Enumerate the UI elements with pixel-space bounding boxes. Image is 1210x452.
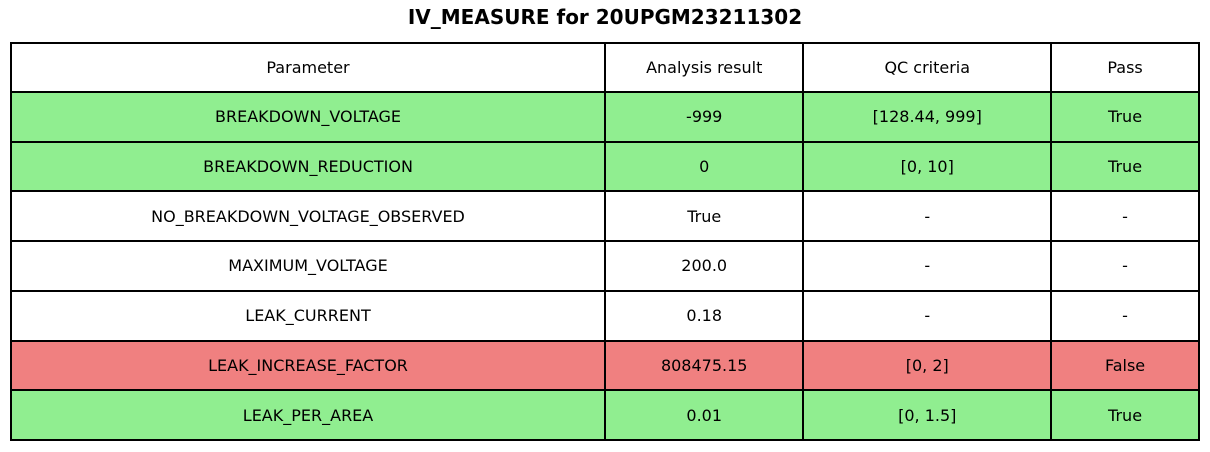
qc-criteria-cell: -	[802, 240, 1053, 292]
analysis-result-cell: 0.18	[604, 289, 805, 342]
column-header-pass: Pass	[1050, 42, 1200, 93]
qc-criteria-cell: -	[802, 190, 1053, 243]
parameter-cell: LEAK_PER_AREA	[9, 389, 607, 441]
qc-criteria-cell: [128.44, 999]	[802, 91, 1053, 143]
parameter-cell: LEAK_INCREASE_FACTOR	[9, 339, 607, 392]
pass-cell: -	[1050, 289, 1200, 342]
qc-criteria-cell: [0, 10]	[802, 140, 1053, 193]
parameter-cell: MAXIMUM_VOLTAGE	[9, 240, 607, 292]
column-header-qc-criteria: QC criteria	[802, 42, 1053, 93]
figure-title: IV_MEASURE for 20UPGM23211302	[407, 5, 803, 29]
table-row: BREAKDOWN_REDUCTION 0 [0, 10] True	[9, 140, 1200, 193]
qc-criteria-cell: [0, 1.5]	[802, 389, 1053, 441]
parameter-cell: BREAKDOWN_VOLTAGE	[9, 91, 607, 143]
column-header-parameter: Parameter	[9, 42, 607, 93]
table-row: NO_BREAKDOWN_VOLTAGE_OBSERVED True - -	[9, 190, 1200, 243]
table-row: LEAK_CURRENT 0.18 - -	[9, 289, 1200, 342]
pass-cell: True	[1050, 389, 1200, 441]
column-header-analysis-result: Analysis result	[604, 42, 805, 93]
qc-criteria-cell: -	[802, 289, 1053, 342]
table-row: BREAKDOWN_VOLTAGE -999 [128.44, 999] Tru…	[9, 91, 1200, 143]
analysis-result-cell: True	[604, 190, 805, 243]
qc-results-table: Parameter Analysis result QC criteria Pa…	[9, 42, 1200, 441]
parameter-cell: BREAKDOWN_REDUCTION	[9, 140, 607, 193]
qc-criteria-cell: [0, 2]	[802, 339, 1053, 392]
table-row: MAXIMUM_VOLTAGE 200.0 - -	[9, 240, 1200, 292]
pass-cell: -	[1050, 190, 1200, 243]
analysis-result-cell: 808475.15	[604, 339, 805, 392]
pass-cell: True	[1050, 140, 1200, 193]
table-row: LEAK_PER_AREA 0.01 [0, 1.5] True	[9, 389, 1200, 441]
analysis-result-cell: 200.0	[604, 240, 805, 292]
analysis-result-cell: -999	[604, 91, 805, 143]
parameter-cell: NO_BREAKDOWN_VOLTAGE_OBSERVED	[9, 190, 607, 243]
table-header-row: Parameter Analysis result QC criteria Pa…	[9, 42, 1200, 93]
pass-cell: False	[1050, 339, 1200, 392]
parameter-cell: LEAK_CURRENT	[9, 289, 607, 342]
pass-cell: -	[1050, 240, 1200, 292]
analysis-result-cell: 0	[604, 140, 805, 193]
analysis-result-cell: 0.01	[604, 389, 805, 441]
pass-cell: True	[1050, 91, 1200, 143]
table-row: LEAK_INCREASE_FACTOR 808475.15 [0, 2] Fa…	[9, 339, 1200, 392]
